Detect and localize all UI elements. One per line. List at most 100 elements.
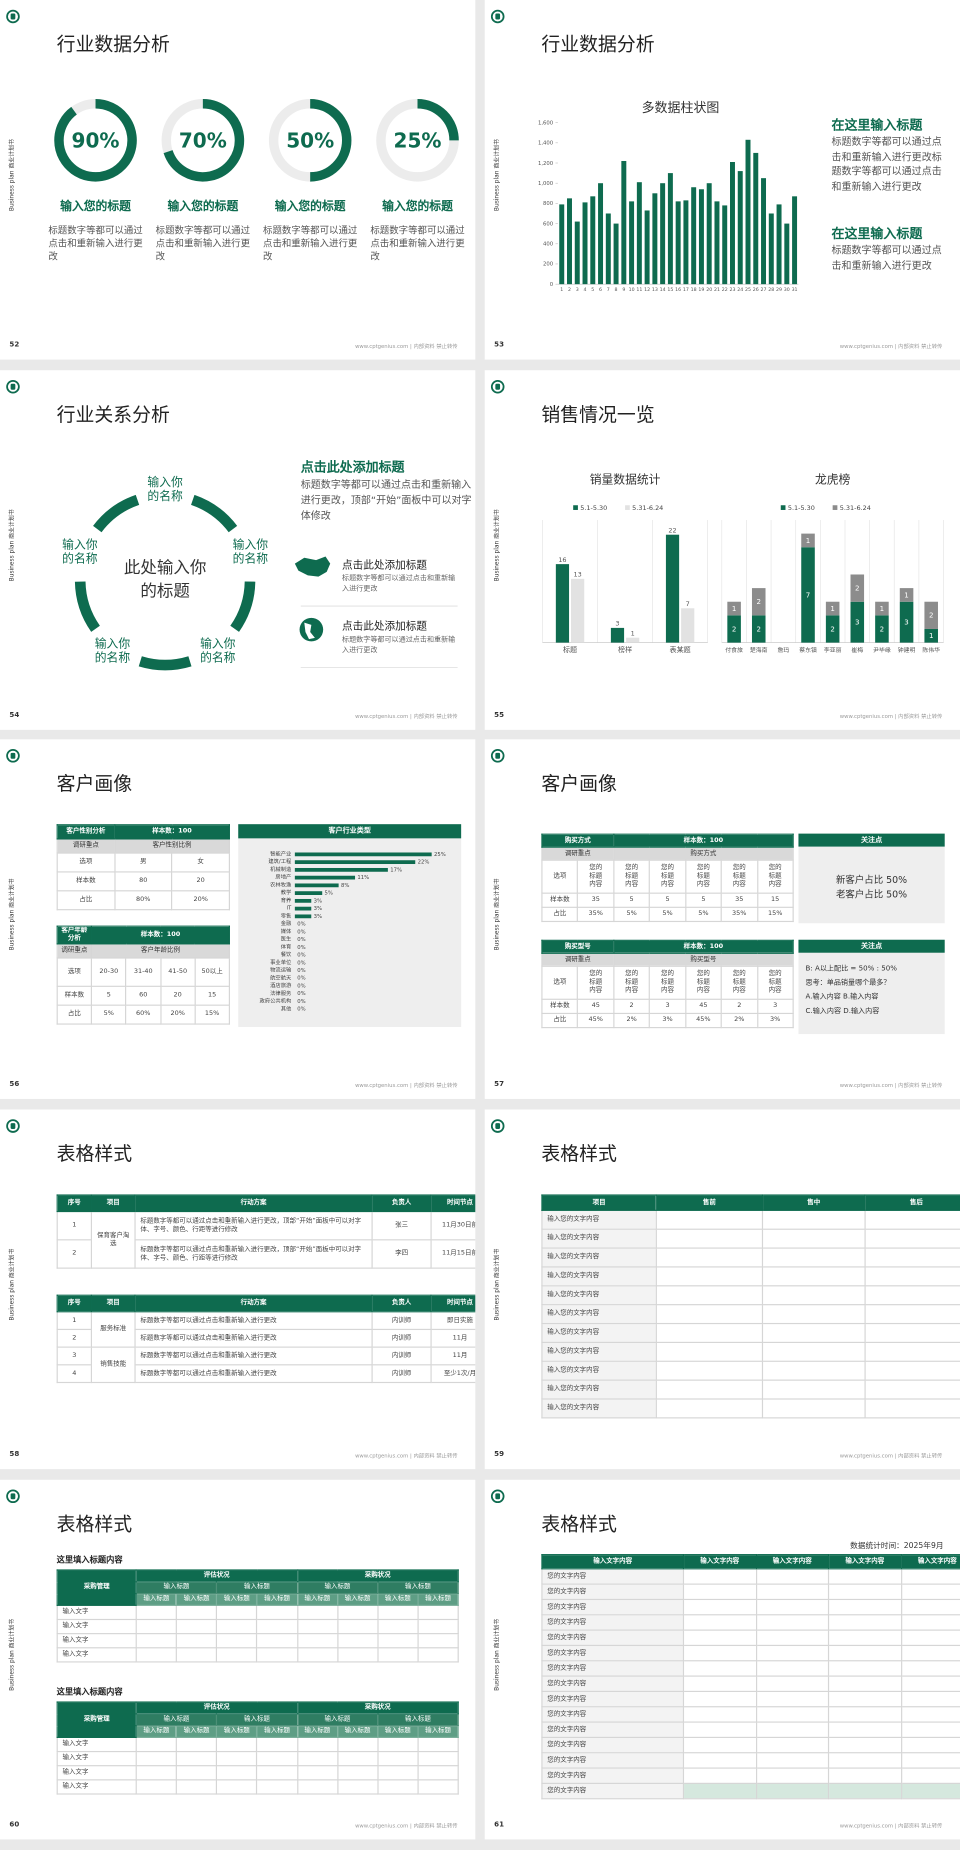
page-number: 52 [9,340,20,350]
bar [613,223,619,285]
x-tick-label: 20 [706,287,712,293]
footer: www.cptgenius.com | 内部资料 禁止转传 [355,1453,458,1460]
table-cell: 服务标准 [90,1311,136,1348]
table-row: 样本数 45 2 3 45 2 3 [541,998,794,1015]
chart-title: 销量数据统计 [590,472,661,486]
item-title: 输入您的标题 [382,200,453,214]
x-tick-label: 钟建明 [898,646,916,654]
data-label: 2 [756,624,761,633]
table-cell: 2 [613,998,651,1015]
table-row: 输入您的文字内容 [541,1266,960,1287]
table-cell: 至少1次/月 [430,1364,476,1384]
legend-label: 5.1-5.30 [580,504,607,512]
table-cell [256,1750,298,1767]
slide-title: 行业关系分析 [56,403,170,426]
table-cell [900,1660,960,1677]
table-cell: 您的文字内容 [541,1629,685,1647]
table-cell [256,1736,298,1753]
note-line: 老客户占比 50% [835,889,908,900]
table-cell [827,1675,902,1693]
table-cell: 45% [684,1012,722,1029]
table-cell: 样本数：100 [113,824,230,840]
table-cell [827,1568,902,1585]
table-row: 输入标题 输入标题 输入标题 输入标题 输入标题 输入标题 输入标题 输入标题 [57,1725,459,1738]
table-cell: 购买方式 [613,846,794,861]
table-row: 您的文字内容 [541,1690,960,1708]
table-cell: 1 [56,1210,92,1241]
table-cell: 2% [613,1012,651,1029]
data-label: 8% [341,883,349,889]
table-cell: 输入您的文字内容 [541,1304,657,1325]
ring-segment [93,494,140,533]
bar [294,883,339,888]
slide: Business plan 商业计划书 52 www.cptgenius.com |… [0,0,476,360]
table-cell [900,1614,960,1631]
table-cell: 输入文字 [56,1750,137,1767]
bar-segment [850,574,865,602]
legend-label: 5.1-5.30 [788,504,815,512]
table-cell: 您的文字内容 [541,1614,685,1631]
table-cell [761,1304,866,1325]
data-label: 1 [631,629,635,637]
table-cell: 输入您的文字内容 [541,1228,657,1249]
y-tick-label: 事业单位 [270,958,292,966]
bar-segment [801,547,815,643]
table-cell [216,1750,258,1767]
slide: Business plan 商业计划书 54 www.cptgenius.com |… [0,370,476,730]
table-cell [296,1779,339,1795]
table-cell [256,1633,298,1649]
table-row: 输入您的文字内容 [541,1322,960,1343]
table-cell: 输入标题 [256,1592,298,1606]
table-cell [682,1706,757,1723]
bar [681,608,695,643]
note-panel [798,939,945,1035]
data-label: 0% [297,1007,305,1013]
bar [590,196,596,285]
table-row: 客户性别分析 样本数：100 [56,824,230,840]
table-cell: 5% [684,906,722,923]
footer: www.cptgenius.com | 内部资料 禁止转传 [839,344,943,351]
table-cell [135,1765,178,1781]
table-row: 输入您的文字内容 [541,1209,960,1230]
table-row: 3 销售技能 标题数字等都可以通过点击和重新输入进行更改 内训师 11月 [56,1346,476,1384]
table-row: 调研重点 购买方式 [541,846,794,861]
logo [6,9,20,24]
data-label: 22 [668,526,676,534]
table-cell: 3 [56,1346,92,1366]
table-cell: 35% [577,906,615,923]
data-label: 0% [297,976,305,982]
x-tick-label: 21 [714,287,720,293]
table-cell: 行动方案 [134,1194,373,1213]
table-cell [336,1604,379,1621]
table-row: 序号 项目 行动方案 负责人 时间节点 [56,1194,476,1213]
table-cell [900,1629,960,1647]
table-cell: 输入标题 [216,1581,298,1595]
data-label: 7 [686,600,690,608]
table-cell: 内训师 [371,1328,432,1348]
table-row: 输入文字 [56,1647,459,1663]
table-cell: 输入您的文字内容 [541,1341,657,1362]
table-cell [135,1604,178,1621]
table-cell [377,1647,419,1663]
heading-text: 标题数字等都可以通过点击和重新输入进行更改，顶部“开始”面板中可以对字体修改 [300,479,472,523]
table-cell [682,1782,757,1800]
data-label: 2 [732,624,737,633]
table-cell [216,1633,258,1649]
table-cell [755,1598,830,1616]
table-row: 输入文字 [56,1750,459,1767]
table-cell [864,1266,960,1287]
table-cell: 4 [56,1364,92,1384]
table-cell [417,1618,459,1635]
item-text: 标题数字等都可以通过点击和重新输入进行更改 [342,635,456,655]
bar-segment [825,615,840,643]
slide-title: 销售情况一览 [541,403,655,426]
y-tick-label: 体育 [281,942,292,950]
x-tick-label: 16 [675,287,681,293]
ring-label: 70% [179,128,227,152]
table-cell [900,1644,960,1662]
table-cell: 您的文字内容 [541,1767,685,1784]
table-cell: 35 [720,892,758,908]
logo [490,379,505,394]
data-label: 2 [880,624,885,633]
